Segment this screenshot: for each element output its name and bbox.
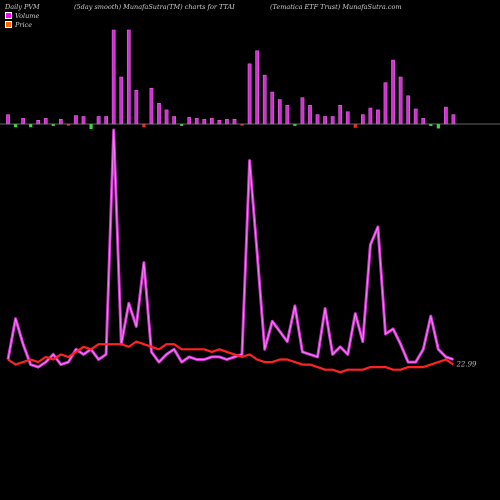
volume-bar xyxy=(293,124,297,126)
volume-bar xyxy=(111,29,116,125)
volume-bar xyxy=(74,115,78,125)
volume-bar xyxy=(308,104,312,125)
volume-bar xyxy=(398,76,403,125)
volume-swatch-icon xyxy=(5,12,12,19)
chart-header-source: (Tematica ETF Trust) MunafaSutra.com xyxy=(270,3,402,11)
volume-bar xyxy=(436,124,440,129)
volume-line-highlight xyxy=(7,129,454,368)
volume-bar xyxy=(187,117,192,125)
volume-line xyxy=(6,128,454,369)
volume-bar xyxy=(126,29,131,125)
volume-bar xyxy=(240,124,244,126)
volume-bar xyxy=(180,124,184,126)
volume-bar xyxy=(315,114,320,125)
volume-bar xyxy=(225,119,229,125)
volume-bar xyxy=(104,116,109,125)
volume-bar xyxy=(217,119,222,125)
volume-bar xyxy=(142,124,146,128)
last-price-label: 22.99 xyxy=(455,361,477,369)
volume-bar xyxy=(29,124,33,128)
chart-header-left: Daily PVM xyxy=(5,3,40,11)
volume-bar xyxy=(81,116,86,125)
volume-bar xyxy=(210,118,214,125)
volume-bar xyxy=(429,124,433,126)
volume-bar xyxy=(202,119,207,125)
volume-bar xyxy=(451,114,456,125)
volume-bar xyxy=(194,118,199,125)
chart-lines xyxy=(6,128,455,374)
volume-bars xyxy=(6,29,456,130)
volume-bar xyxy=(376,109,380,125)
volume-bar xyxy=(330,116,335,125)
volume-bar xyxy=(164,109,169,125)
volume-bar xyxy=(6,114,10,125)
volume-bar xyxy=(285,104,290,125)
price-swatch-icon xyxy=(5,21,12,28)
volume-bar xyxy=(149,88,154,125)
volume-bar xyxy=(51,124,55,126)
volume-bar xyxy=(444,106,448,125)
volume-bar xyxy=(255,50,260,125)
volume-bar xyxy=(36,119,41,125)
legend-volume: Volume xyxy=(5,12,39,20)
chart-header-title: (5day smooth) MunafaSutra(TM) charts for… xyxy=(74,3,235,11)
volume-bar xyxy=(361,114,365,125)
volume-bar xyxy=(66,124,70,126)
volume-bar xyxy=(119,76,124,125)
volume-bar xyxy=(391,59,395,125)
legend-price: Price xyxy=(5,21,32,29)
volume-bar xyxy=(383,82,388,125)
volume-bar xyxy=(353,124,357,128)
volume-bar xyxy=(232,119,237,125)
volume-bar xyxy=(277,99,282,125)
volume-bar xyxy=(157,103,161,125)
volume-bar xyxy=(96,116,101,125)
volume-bar xyxy=(89,124,93,130)
volume-bar xyxy=(172,116,176,125)
volume-bar xyxy=(134,89,139,125)
legend-price-label: Price xyxy=(15,21,33,29)
volume-bar xyxy=(323,116,327,125)
volume-bar xyxy=(413,108,418,125)
volume-bar xyxy=(270,91,275,125)
volume-bar xyxy=(406,95,410,125)
legend-volume-label: Volume xyxy=(15,12,40,20)
volume-bar xyxy=(247,63,252,125)
volume-bar xyxy=(345,111,350,125)
volume-bar xyxy=(368,107,373,125)
price-line xyxy=(7,340,455,374)
volume-bar xyxy=(13,124,18,128)
volume-bar xyxy=(421,118,426,125)
volume-bar xyxy=(300,97,305,125)
volume-bar xyxy=(338,104,343,125)
volume-bar xyxy=(43,118,48,125)
volume-bar xyxy=(21,118,25,125)
volume-bar xyxy=(262,74,267,125)
volume-bar xyxy=(59,119,63,125)
